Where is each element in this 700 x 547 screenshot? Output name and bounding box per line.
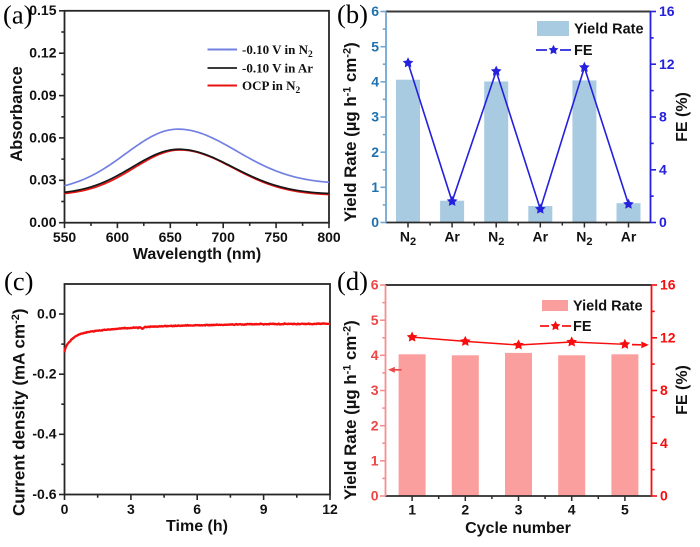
svg-text:0: 0 [371, 488, 379, 504]
svg-text:3: 3 [515, 502, 523, 518]
svg-text:4: 4 [371, 73, 379, 89]
svg-text:5: 5 [371, 38, 379, 54]
svg-text:4: 4 [659, 161, 667, 177]
svg-text:(a): (a) [3, 0, 32, 30]
svg-text:-0.6: -0.6 [32, 486, 56, 502]
svg-text:2: 2 [371, 417, 379, 433]
svg-text:16: 16 [659, 3, 675, 19]
svg-text:5: 5 [621, 502, 629, 518]
svg-text:4: 4 [568, 502, 576, 518]
svg-text:600: 600 [106, 229, 130, 245]
svg-text:FE (%): FE (%) [674, 92, 691, 142]
svg-text:5: 5 [371, 312, 379, 328]
svg-text:Time (h): Time (h) [166, 518, 228, 535]
svg-text:750: 750 [264, 229, 288, 245]
svg-text:0.00: 0.00 [29, 214, 56, 230]
svg-text:3: 3 [371, 109, 379, 125]
svg-text:6: 6 [371, 277, 379, 293]
svg-text:4: 4 [371, 347, 379, 363]
svg-text:Wavelength (nm): Wavelength (nm) [133, 246, 261, 263]
svg-text:650: 650 [159, 229, 183, 245]
svg-text:8: 8 [660, 382, 668, 398]
svg-text:Cycle number: Cycle number [465, 520, 571, 537]
svg-text:1: 1 [408, 502, 416, 518]
svg-text:(b): (b) [337, 0, 368, 29]
svg-text:0.03: 0.03 [29, 172, 56, 188]
svg-text:Ar: Ar [621, 229, 637, 245]
svg-text:9: 9 [260, 501, 268, 517]
svg-text:(c): (c) [4, 266, 33, 296]
svg-text:16: 16 [660, 277, 676, 293]
svg-text:0: 0 [660, 488, 668, 504]
svg-text:FE (%): FE (%) [674, 365, 691, 415]
svg-text:700: 700 [212, 229, 236, 245]
svg-text:(d): (d) [337, 266, 368, 296]
svg-text:0: 0 [61, 501, 69, 517]
svg-text:Yield Rate (µg h-1 cm-2): Yield Rate (µg h-1 cm-2) [341, 42, 360, 222]
svg-text:0.0: 0.0 [37, 305, 57, 321]
svg-text:550: 550 [53, 229, 77, 245]
svg-text:FE: FE [573, 319, 592, 335]
svg-text:-0.2: -0.2 [32, 366, 56, 382]
svg-text:0.09: 0.09 [29, 87, 56, 103]
svg-text:Yield Rate (µg h-1 cm-2): Yield Rate (µg h-1 cm-2) [341, 320, 360, 500]
svg-text:12: 12 [322, 501, 338, 517]
svg-text:8: 8 [659, 109, 667, 125]
svg-text:0.15: 0.15 [29, 2, 56, 18]
svg-text:0: 0 [659, 214, 667, 230]
svg-text:1: 1 [371, 179, 379, 195]
svg-text:Current density (mA cm-2): Current density (mA cm-2) [10, 308, 29, 516]
svg-text:FE: FE [574, 43, 593, 59]
svg-text:12: 12 [660, 329, 676, 345]
svg-text:3: 3 [127, 501, 135, 517]
svg-text:6: 6 [193, 501, 201, 517]
svg-text:0.12: 0.12 [29, 45, 56, 61]
svg-text:0.06: 0.06 [29, 129, 56, 145]
svg-text:3: 3 [371, 382, 379, 398]
svg-text:Ar: Ar [444, 229, 460, 245]
svg-text:Yield Rate: Yield Rate [574, 22, 644, 38]
svg-text:4: 4 [660, 435, 668, 451]
svg-text:Ar: Ar [533, 229, 549, 245]
svg-text:2: 2 [461, 502, 469, 518]
svg-text:-0.10 V in Ar: -0.10 V in Ar [242, 61, 313, 76]
svg-text:6: 6 [371, 3, 379, 19]
svg-text:2: 2 [371, 144, 379, 160]
svg-text:Yield Rate: Yield Rate [573, 299, 643, 315]
svg-text:0: 0 [371, 214, 379, 230]
svg-text:Absorbance: Absorbance [8, 66, 26, 161]
svg-text:1: 1 [371, 452, 379, 468]
svg-text:800: 800 [317, 229, 341, 245]
svg-text:-0.4: -0.4 [32, 426, 56, 442]
svg-text:12: 12 [659, 56, 675, 72]
